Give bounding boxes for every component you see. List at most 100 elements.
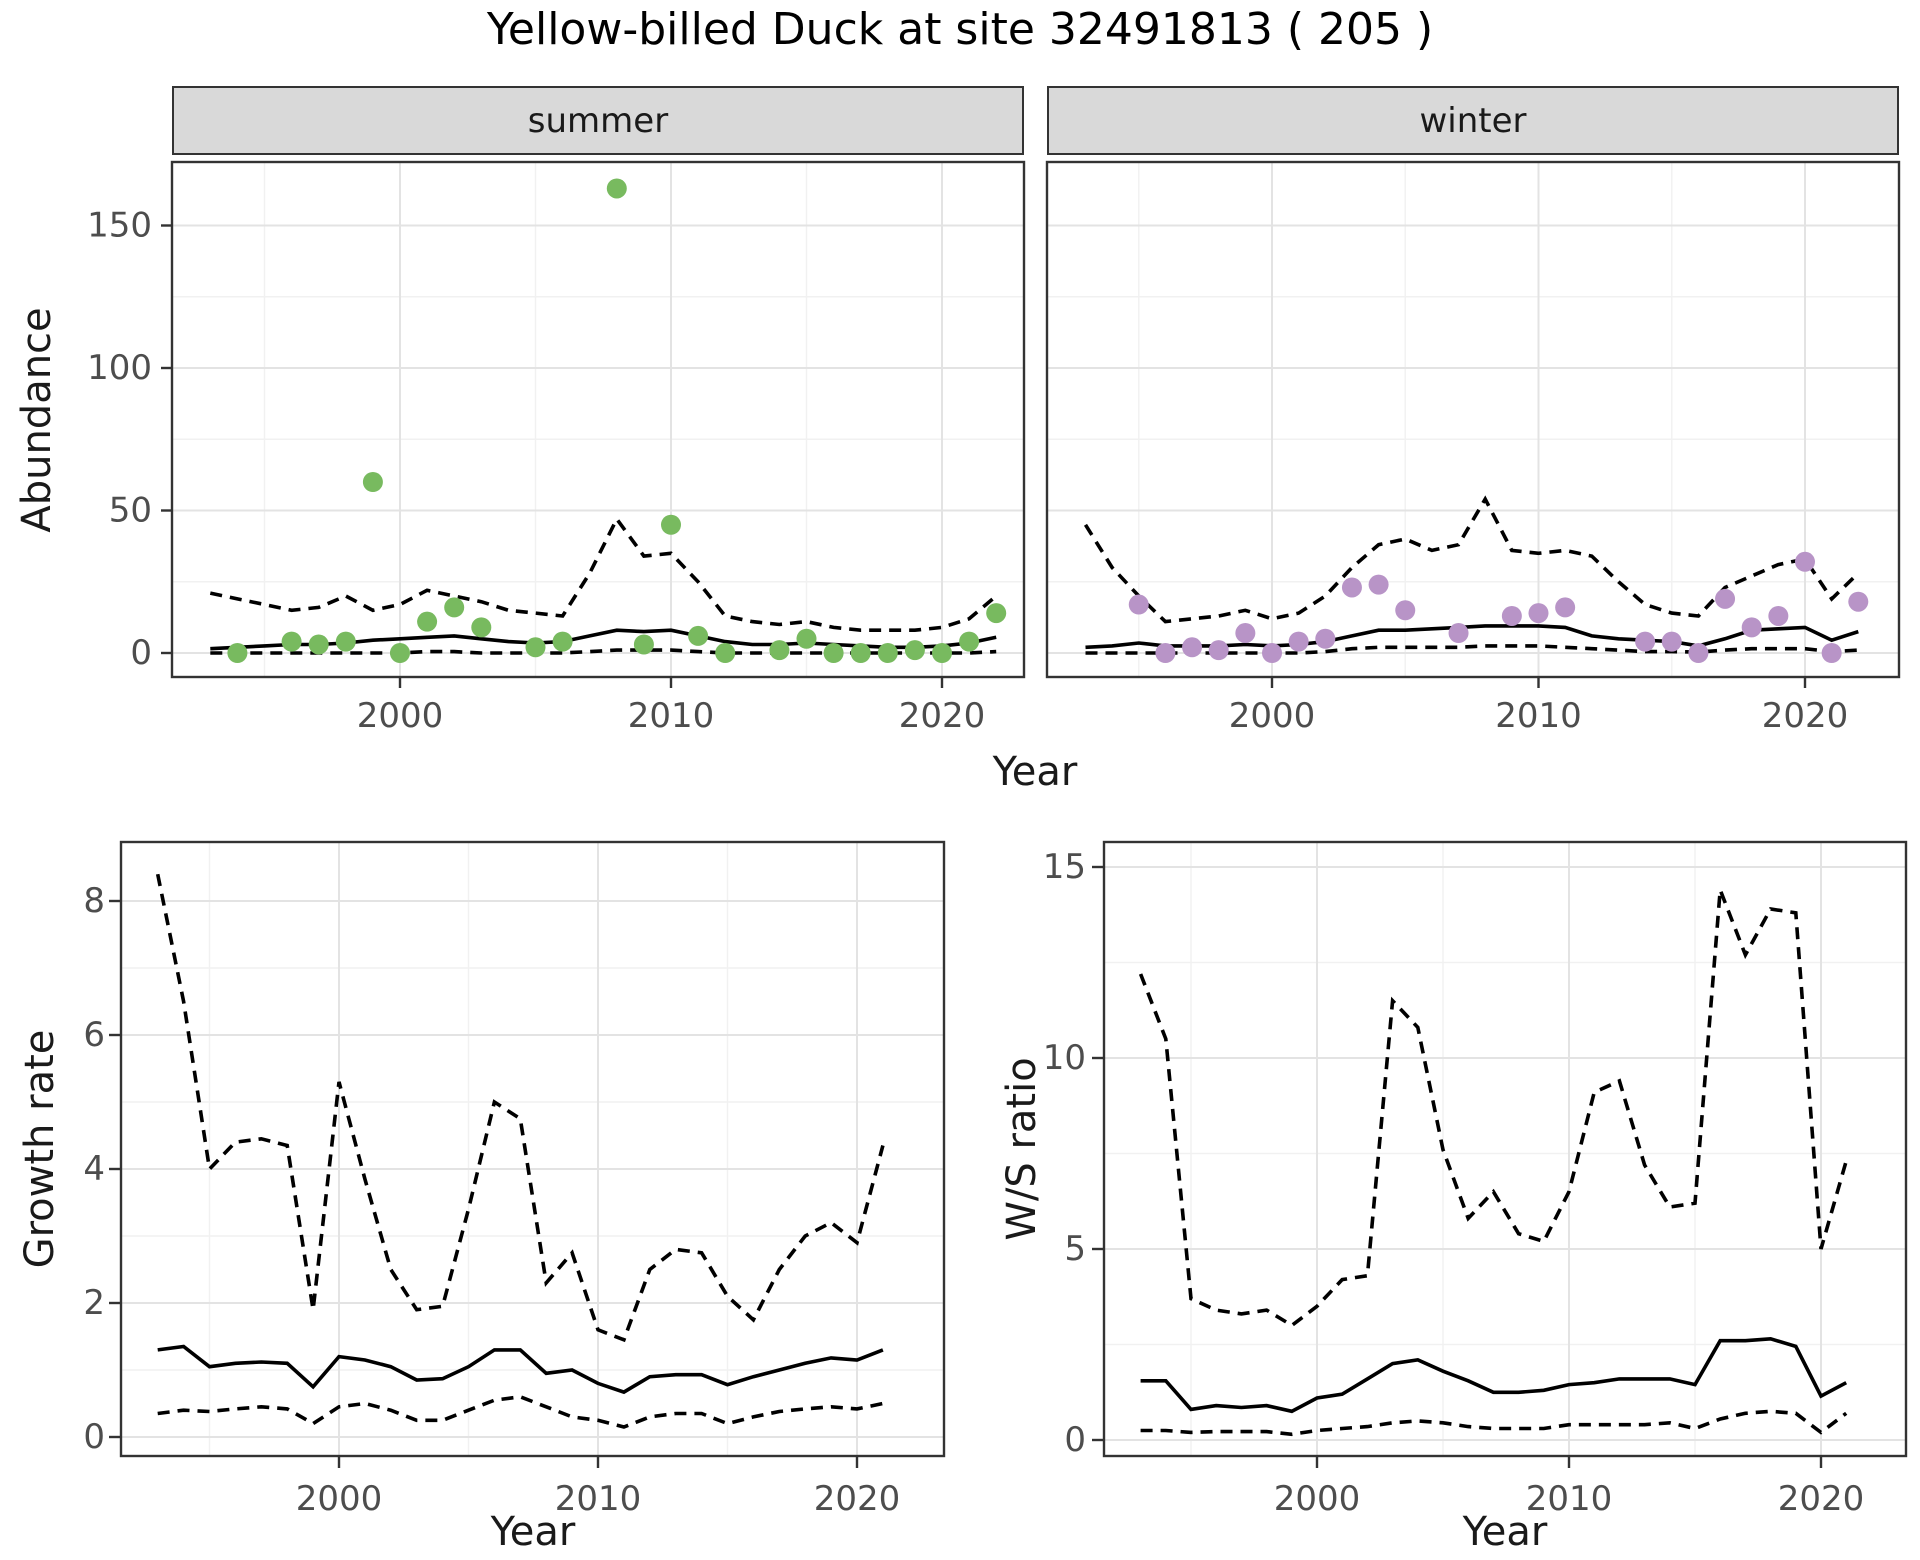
data-point-winter [1368, 574, 1389, 595]
data-point-winter [1448, 623, 1469, 644]
y-tick-label: 2 [83, 1283, 105, 1323]
lower-ci-line [210, 648, 997, 655]
y-tick-label: 100 [87, 348, 152, 388]
y-tick-label: 15 [1043, 847, 1086, 887]
y-tick-label: 150 [87, 206, 152, 246]
upper-ci-line [1083, 495, 1860, 624]
data-point-summer [390, 643, 410, 663]
y-tick-label: 4 [83, 1149, 105, 1189]
lower-ci-line [157, 1394, 884, 1429]
data-point-winter [1262, 643, 1282, 663]
data-point-winter [1661, 631, 1682, 652]
panel-border [170, 160, 1026, 679]
panel-border [1102, 840, 1908, 1458]
y-tick-label: 0 [130, 633, 152, 673]
data-point-winter [1235, 623, 1256, 644]
data-point-winter [1208, 640, 1229, 661]
data-point-winter [1528, 603, 1549, 624]
data-point-summer [471, 617, 492, 638]
data-point-winter [1635, 631, 1656, 652]
data-point-winter [1501, 605, 1522, 626]
data-point-winter [1395, 600, 1416, 621]
data-point-winter [1341, 577, 1362, 598]
x-tick-label: 2000 [1274, 1479, 1361, 1519]
x-tick-label: 2010 [1526, 1479, 1613, 1519]
facet-strip-summer: summer [172, 86, 1024, 155]
y-tick-label: 0 [1064, 1420, 1086, 1460]
y-tick-label: 50 [109, 491, 152, 531]
data-point-summer [877, 643, 898, 663]
panel-border [119, 840, 946, 1458]
data-point-winter [1555, 597, 1576, 618]
x-tick-label: 2020 [1762, 696, 1849, 736]
data-point-winter [1128, 594, 1149, 615]
x-axis-title-year-bottom-left: Year [490, 1509, 576, 1555]
x-tick-label: 2010 [555, 1479, 642, 1519]
data-point-summer [444, 597, 465, 618]
facet-strip-winter: winter [1047, 86, 1899, 155]
x-tick-label: 2020 [814, 1479, 901, 1519]
data-point-summer [633, 634, 654, 655]
data-point-summer [715, 643, 736, 663]
x-tick-label: 2020 [899, 696, 986, 736]
upper-ci-line [209, 515, 998, 633]
data-point-summer [688, 625, 709, 646]
data-point-winter [1768, 605, 1789, 626]
data-point-summer [661, 514, 681, 535]
x-tick-label: 2010 [1495, 696, 1582, 736]
data-point-summer [606, 178, 627, 199]
x-axis-title-year-top: Year [992, 749, 1078, 795]
x-tick-label: 2000 [1229, 696, 1316, 736]
data-point-summer [823, 643, 844, 663]
data-point-winter [1315, 628, 1336, 649]
data-point-winter [1155, 643, 1176, 663]
x-tick-label: 2000 [296, 1479, 383, 1519]
facet-strip-label: summer [527, 100, 669, 141]
data-point-summer [986, 603, 1007, 624]
data-point-summer [417, 611, 438, 632]
data-point-winter [1288, 631, 1309, 652]
panel-border [1045, 160, 1901, 679]
upper-ci-line [1138, 889, 1848, 1328]
y-axis-title-ws-ratio: W/S ratio [999, 1057, 1045, 1241]
y-tick-label: 5 [1064, 1229, 1086, 1269]
x-tick-label: 2010 [628, 696, 715, 736]
data-point-summer [281, 631, 302, 652]
facet-strip-label: winter [1419, 100, 1527, 141]
data-point-winter [1821, 643, 1842, 663]
y-tick-label: 10 [1043, 1038, 1086, 1078]
data-point-summer [308, 634, 329, 655]
data-point-summer [769, 640, 790, 661]
data-point-winter [1795, 551, 1815, 572]
data-point-summer [362, 472, 383, 492]
fit-line [1140, 1336, 1848, 1414]
data-point-summer [552, 631, 573, 652]
x-axis-title-year-bottom-right: Year [1462, 1509, 1548, 1555]
y-axis-title-abundance: Abundance [14, 307, 60, 533]
fit-line [157, 1344, 884, 1395]
data-point-summer [904, 640, 925, 661]
data-point-winter [1182, 637, 1203, 658]
y-tick-label: 8 [83, 881, 105, 921]
data-point-summer [335, 631, 356, 652]
data-point-summer [796, 628, 817, 649]
data-point-winter [1688, 643, 1709, 663]
upper-ci-line [155, 873, 885, 1343]
chart-title: Yellow-billed Duck at site 32491813 ( 20… [486, 4, 1434, 55]
data-point-summer [959, 631, 980, 652]
y-tick-label: 6 [83, 1015, 105, 1055]
data-point-summer [227, 643, 248, 663]
x-tick-label: 2020 [1778, 1479, 1865, 1519]
data-point-winter [1848, 591, 1869, 612]
y-tick-label: 0 [83, 1417, 105, 1457]
lower-ci-line [1140, 1409, 1848, 1437]
x-tick-label: 2000 [357, 696, 444, 736]
data-point-summer [932, 643, 952, 663]
data-point-winter [1715, 588, 1736, 609]
y-axis-title-growth-rate: Growth rate [17, 1029, 63, 1269]
data-point-winter [1741, 617, 1762, 638]
data-point-summer [525, 637, 546, 658]
data-point-summer [850, 643, 871, 663]
